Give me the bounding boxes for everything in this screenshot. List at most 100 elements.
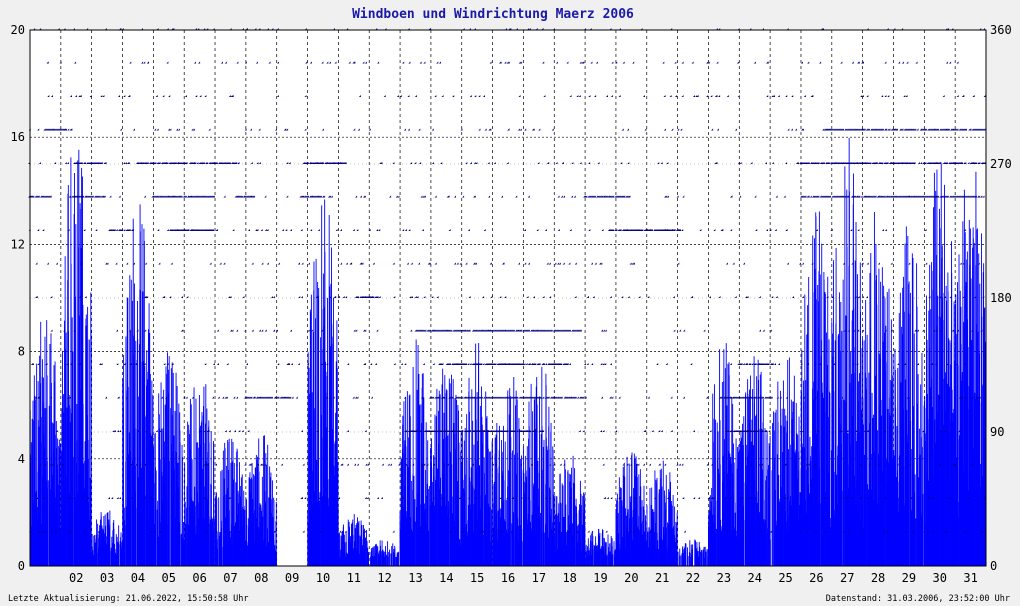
direction-point — [842, 128, 845, 131]
direction-point — [807, 195, 810, 198]
direction-point — [555, 162, 558, 165]
direction-point — [438, 329, 441, 332]
direction-point — [834, 195, 837, 198]
direction-point — [857, 162, 860, 165]
direction-point — [867, 162, 870, 165]
direction-point — [753, 430, 756, 433]
direction-point — [539, 396, 542, 399]
direction-point — [823, 497, 826, 500]
direction-point — [506, 430, 509, 433]
direction-point — [525, 363, 528, 366]
direction-point — [737, 430, 740, 433]
direction-point — [498, 396, 501, 399]
direction-point — [563, 396, 566, 399]
direction-point — [724, 396, 727, 399]
direction-point — [510, 396, 513, 399]
direction-point — [464, 430, 467, 433]
direction-point — [681, 229, 684, 232]
direction-point — [582, 396, 585, 399]
direction-point — [465, 363, 468, 366]
direction-point — [578, 329, 581, 332]
direction-point — [492, 363, 495, 366]
direction-point — [212, 363, 215, 366]
direction-point — [269, 396, 272, 399]
direction-point — [181, 296, 184, 299]
direction-point — [463, 430, 466, 433]
direction-point — [576, 396, 579, 399]
direction-point — [422, 329, 425, 332]
direction-point — [250, 162, 253, 165]
direction-point — [960, 195, 963, 198]
direction-point — [930, 128, 933, 131]
direction-point — [255, 396, 258, 399]
direction-point — [234, 195, 237, 198]
direction-point — [925, 128, 928, 131]
direction-point — [368, 296, 371, 299]
direction-point — [215, 463, 218, 466]
direction-point — [532, 396, 535, 399]
direction-point — [518, 396, 521, 399]
direction-point — [493, 430, 496, 433]
direction-point — [206, 229, 209, 232]
direction-point — [948, 497, 951, 500]
direction-point — [930, 162, 933, 165]
direction-point — [690, 363, 693, 366]
direction-point — [673, 229, 676, 232]
direction-point — [484, 329, 487, 332]
direction-point — [877, 162, 880, 165]
direction-point — [39, 195, 42, 198]
direction-point — [45, 128, 48, 131]
direction-point — [471, 363, 474, 366]
direction-point — [896, 195, 899, 198]
direction-point — [488, 430, 491, 433]
direction-point — [916, 128, 919, 131]
direction-point — [958, 195, 961, 198]
direction-point — [811, 195, 814, 198]
direction-point — [970, 195, 973, 198]
direction-point — [367, 296, 370, 299]
direction-point — [270, 396, 273, 399]
direction-point — [766, 95, 769, 98]
direction-point — [599, 262, 602, 265]
direction-point — [533, 430, 536, 433]
direction-point — [415, 430, 418, 433]
direction-point — [922, 329, 925, 332]
direction-point — [983, 95, 986, 98]
direction-point — [727, 396, 730, 399]
direction-point — [932, 195, 935, 198]
direction-point — [914, 329, 917, 332]
direction-point — [533, 363, 536, 366]
direction-point — [527, 396, 530, 399]
direction-point — [822, 195, 825, 198]
direction-point — [866, 162, 869, 165]
direction-point — [492, 430, 495, 433]
direction-point — [193, 195, 196, 198]
direction-point — [802, 195, 805, 198]
direction-point — [479, 430, 482, 433]
direction-point — [199, 162, 202, 165]
direction-point — [487, 363, 490, 366]
direction-point — [843, 195, 846, 198]
direction-point — [43, 128, 46, 131]
direction-point — [751, 363, 754, 366]
direction-point — [498, 430, 501, 433]
direction-point — [153, 162, 156, 165]
direction-point — [943, 128, 946, 131]
direction-point — [482, 296, 485, 299]
direction-point — [572, 329, 575, 332]
direction-point — [518, 95, 521, 98]
direction-point — [961, 128, 964, 131]
direction-point — [847, 128, 850, 131]
direction-point — [145, 162, 148, 165]
direction-point — [611, 229, 614, 232]
direction-point — [315, 195, 318, 198]
direction-point — [480, 396, 483, 399]
direction-point — [873, 128, 876, 131]
direction-point — [204, 195, 207, 198]
direction-point — [799, 530, 802, 533]
direction-point — [726, 95, 729, 98]
direction-point — [409, 296, 412, 299]
direction-point — [625, 195, 628, 198]
direction-point — [620, 195, 623, 198]
direction-point — [242, 195, 245, 198]
